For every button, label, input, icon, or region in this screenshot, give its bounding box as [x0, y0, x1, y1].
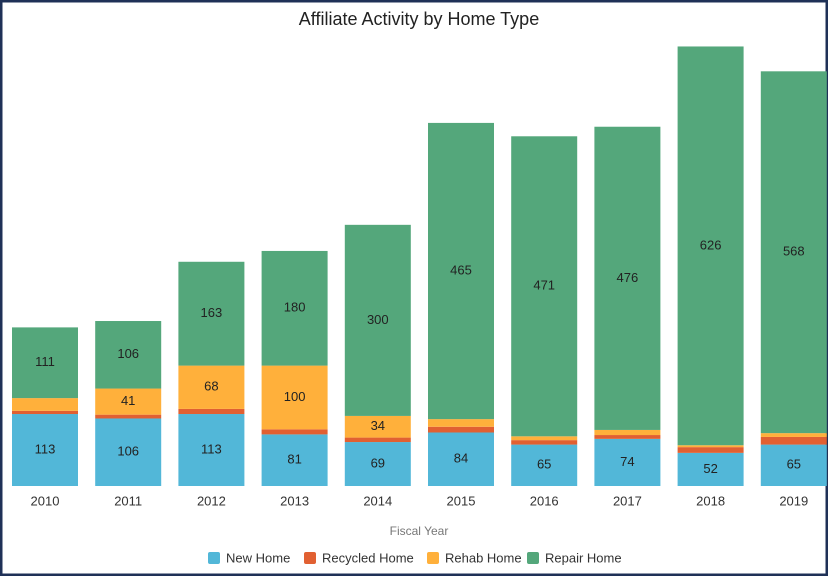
x-tick-label: 2019	[779, 493, 808, 508]
data-label: 300	[367, 312, 389, 327]
legend-swatch	[208, 552, 220, 564]
bar-segment	[344, 437, 411, 443]
x-tick-label: 2011	[114, 493, 142, 508]
bar-segment	[12, 414, 78, 486]
bar-segment	[261, 434, 328, 486]
data-label: 568	[783, 244, 805, 259]
bar-segment	[95, 414, 162, 419]
bar-segment	[178, 261, 245, 366]
x-tick-label: 2010	[31, 493, 60, 508]
data-label: 111	[35, 354, 55, 369]
data-label: 113	[35, 441, 56, 456]
bar-segment	[511, 136, 578, 437]
x-tick-label: 2013	[280, 493, 309, 508]
data-label: 163	[201, 305, 223, 320]
legend-swatch	[527, 552, 539, 564]
bar-segment	[261, 365, 328, 430]
bar-segment	[594, 126, 661, 430]
bar-segment	[594, 438, 661, 486]
data-label: 106	[117, 444, 139, 459]
bar-segment	[95, 321, 162, 389]
bar-segment	[344, 415, 411, 438]
bar-segment	[12, 398, 78, 411]
data-label: 81	[287, 452, 301, 467]
data-label: 113	[201, 441, 222, 456]
bar-segment	[760, 71, 827, 434]
bar-segment	[95, 388, 162, 415]
bar-segment	[511, 440, 578, 445]
x-tick-label: 2018	[696, 493, 725, 508]
bar-segment	[594, 435, 661, 439]
x-tick-label: 2014	[363, 493, 392, 508]
data-label: 74	[620, 454, 634, 469]
bar-segment	[178, 408, 245, 415]
x-tick-label: 2012	[197, 493, 226, 508]
data-label: 465	[450, 262, 472, 277]
bar-segment	[261, 429, 328, 435]
data-label: 34	[371, 418, 385, 433]
data-label: 65	[787, 457, 801, 472]
bar-segment	[760, 436, 827, 445]
bar-segment	[12, 410, 78, 415]
data-label: 65	[537, 457, 551, 472]
data-label: 106	[117, 346, 139, 361]
bar-segment	[760, 433, 827, 437]
chart-title: Affiliate Activity by Home Type	[299, 9, 539, 29]
bar-segment	[428, 426, 494, 433]
data-label: 52	[703, 461, 717, 476]
legend-label: New Home	[226, 550, 290, 565]
legend-label: Rehab Home	[445, 550, 522, 565]
data-label: 100	[284, 389, 306, 404]
bar-segment	[677, 452, 744, 486]
data-label: 626	[700, 237, 722, 252]
data-label: 471	[533, 278, 555, 293]
data-label: 476	[617, 270, 639, 285]
bar-segment	[511, 436, 578, 441]
bar-segment	[677, 447, 744, 453]
data-label: 41	[121, 393, 135, 408]
bar-segment	[261, 250, 328, 366]
bar-segment	[511, 444, 578, 486]
x-tick-label: 2015	[447, 493, 476, 508]
bar-segment	[428, 419, 494, 427]
bar-segment	[178, 414, 245, 486]
x-axis-title: Fiscal Year	[390, 524, 449, 538]
x-tick-label: 2017	[613, 493, 642, 508]
data-label: 180	[284, 300, 306, 315]
legend-swatch	[427, 552, 439, 564]
bar-segment	[594, 429, 661, 436]
bar-segment	[677, 46, 744, 446]
legend-swatch	[304, 552, 316, 564]
data-label: 68	[204, 379, 218, 394]
bar-segment	[760, 444, 827, 486]
bar-segment	[344, 224, 411, 416]
data-label: 84	[454, 451, 468, 466]
legend-label: Recycled Home	[322, 550, 414, 565]
bar-segment	[95, 418, 162, 486]
bar-segment	[178, 365, 245, 409]
data-label: 69	[371, 455, 385, 470]
bar-segment	[12, 327, 78, 399]
bar-segment	[677, 445, 744, 448]
bar-segment	[428, 432, 494, 486]
bar-segment	[344, 442, 411, 486]
x-tick-label: 2016	[530, 493, 559, 508]
bar-segment	[428, 122, 494, 420]
legend-label: Repair Home	[545, 550, 622, 565]
